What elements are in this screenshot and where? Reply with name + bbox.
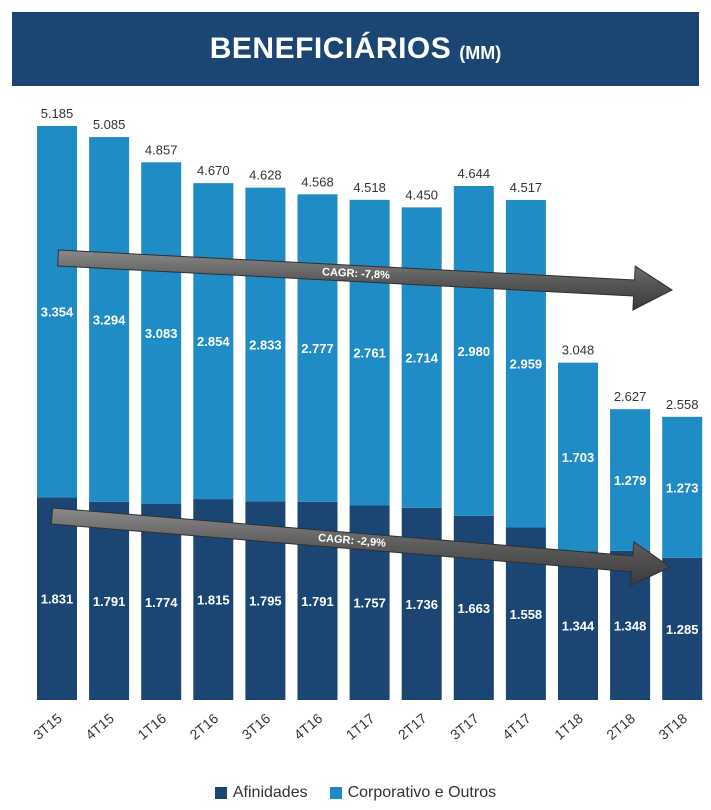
label-total-1T18: 3.048 (562, 343, 595, 358)
label-afinidades-4T15: 1.791 (93, 594, 126, 609)
bar-corporativo-2T16 (193, 183, 234, 500)
x-tick-1T17: 1T17 (343, 710, 378, 743)
x-tick-2T16: 2T16 (186, 710, 221, 743)
bar-corporativo-3T16 (245, 187, 286, 502)
label-corporativo-3T16: 2.833 (249, 337, 282, 352)
label-corporativo-1T16: 3.083 (145, 326, 178, 341)
label-corporativo-3T15: 3.354 (41, 305, 74, 320)
legend-label-afinidades: Afinidades (232, 784, 308, 801)
x-tick-4T16: 4T16 (291, 710, 326, 743)
label-corporativo-2T16: 2.854 (197, 334, 230, 349)
label-total-1T16: 4.857 (145, 142, 178, 157)
x-tick-3T18: 3T18 (655, 710, 690, 743)
legend-label-corporativo: Corporativo e Outros (347, 784, 497, 801)
label-total-2T17: 4.450 (405, 187, 438, 202)
label-afinidades-2T16: 1.815 (197, 593, 230, 608)
bar-afinidades-4T15 (89, 501, 130, 700)
x-tick-1T18: 1T18 (551, 710, 586, 743)
label-corporativo-3T17: 2.980 (458, 344, 491, 359)
label-afinidades-3T16: 1.795 (249, 594, 282, 609)
label-corporativo-2T17: 2.714 (405, 351, 438, 366)
label-corporativo-4T17: 2.959 (510, 357, 543, 372)
cagr-arrow-afinidades-label: CAGR: -2,9% (318, 532, 387, 550)
label-afinidades-3T17: 1.663 (458, 601, 491, 616)
chart-title: BENEFICIÁRIOS (209, 32, 452, 65)
label-total-4T15: 5.085 (93, 117, 126, 132)
cagr-arrow-afinidades-shape (50, 507, 671, 587)
bar-corporativo-3T17 (453, 186, 494, 516)
x-tick-3T17: 3T17 (447, 710, 482, 743)
bar-corporativo-2T18 (610, 409, 651, 551)
legend: Afinidades Corporativo e Outros (0, 784, 711, 802)
label-corporativo-4T16: 2.777 (301, 341, 334, 356)
x-tick-4T17: 4T17 (499, 710, 534, 743)
x-tick-2T17: 2T17 (395, 710, 430, 743)
bar-corporativo-1T17 (349, 199, 390, 506)
label-afinidades-3T15: 1.831 (41, 592, 74, 607)
bar-corporativo-1T18 (558, 362, 598, 552)
x-tick-4T15: 4T15 (82, 710, 117, 743)
x-tick-2T18: 2T18 (603, 710, 638, 743)
x-tick-3T16: 3T16 (239, 710, 274, 743)
bar-corporativo-3T18 (662, 416, 703, 558)
label-total-2T16: 4.670 (197, 163, 230, 178)
label-afinidades-4T16: 1.791 (301, 594, 334, 609)
label-afinidades-3T18: 1.285 (666, 622, 699, 637)
bar-afinidades-3T15 (37, 497, 77, 700)
chart-title-unit: (MM) (459, 42, 502, 63)
bar-corporativo-4T15 (89, 137, 130, 502)
label-total-1T17: 4.518 (353, 180, 386, 195)
label-total-4T17: 4.517 (510, 180, 543, 195)
legend-item-afinidades: Afinidades (214, 784, 308, 802)
chart-title-bar: BENEFICIÁRIOS (MM) (12, 12, 699, 86)
x-tick-3T15: 3T15 (30, 710, 65, 743)
label-total-2T18: 2.627 (614, 389, 647, 404)
label-afinidades-2T17: 1.736 (405, 597, 438, 612)
label-afinidades-1T17: 1.757 (353, 596, 386, 611)
label-afinidades-1T18: 1.344 (562, 619, 595, 634)
label-total-3T15: 5.185 (41, 106, 74, 121)
label-afinidades-2T18: 1.348 (614, 618, 647, 633)
bar-corporativo-4T16 (297, 194, 338, 502)
bar-afinidades-1T18 (558, 551, 598, 700)
bar-corporativo-3T15 (37, 126, 77, 498)
label-total-3T18: 2.558 (666, 397, 699, 412)
bar-corporativo-4T17 (505, 199, 546, 528)
label-corporativo-3T18: 1.273 (666, 480, 699, 495)
label-corporativo-1T17: 2.761 (353, 346, 386, 361)
bar-afinidades-3T18 (662, 557, 703, 700)
legend-item-corporativo: Corporativo e Outros (329, 784, 497, 802)
label-total-3T16: 4.628 (249, 168, 282, 183)
bar-corporativo-1T16 (141, 162, 182, 504)
label-total-4T16: 4.568 (301, 174, 334, 189)
cagr-arrow-corporativo-label: CAGR: -7,8% (322, 266, 391, 282)
x-tick-1T16: 1T16 (134, 710, 169, 743)
label-corporativo-1T18: 1.703 (562, 450, 595, 465)
label-afinidades-4T17: 1.558 (510, 607, 543, 622)
legend-swatch-afinidades (214, 787, 227, 799)
cagr-arrow-corporativo-shape (57, 249, 673, 311)
label-corporativo-4T15: 3.294 (93, 312, 126, 327)
label-corporativo-2T18: 1.279 (614, 473, 647, 488)
bar-afinidades-1T16 (141, 503, 182, 700)
label-afinidades-1T16: 1.774 (145, 595, 178, 610)
legend-swatch-corporativo (329, 787, 342, 799)
bar-corporativo-2T17 (401, 207, 442, 508)
label-total-3T17: 4.644 (458, 166, 491, 181)
